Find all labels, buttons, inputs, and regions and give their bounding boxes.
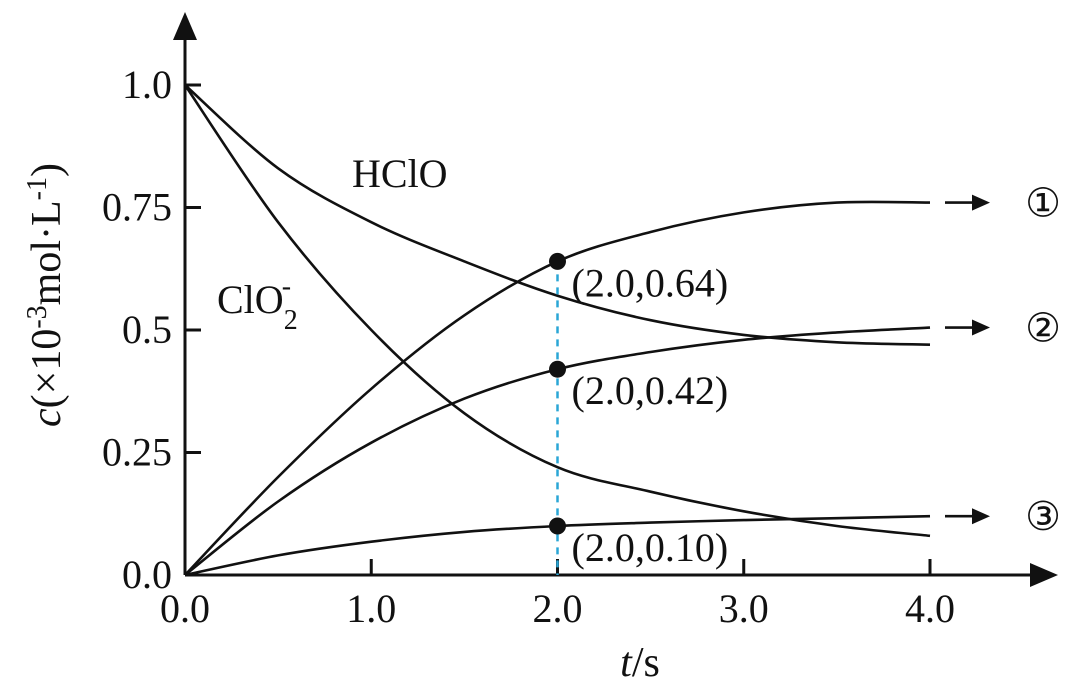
axes bbox=[173, 12, 1058, 587]
y-axis-title-exp1: -3 bbox=[22, 305, 53, 328]
marker-arrow-icon bbox=[972, 194, 990, 211]
clo2-superscript: - bbox=[282, 271, 291, 302]
series-marker-label: ③ bbox=[1025, 494, 1061, 539]
y-tick-label: 0.5 bbox=[122, 307, 172, 352]
y-axis-title-italic: c bbox=[24, 408, 70, 427]
series-line-hclo bbox=[184, 84, 931, 346]
y-axis-title-close: ) bbox=[24, 163, 70, 177]
x-tick-label: 0.0 bbox=[160, 586, 210, 631]
y-tick-label: 0.75 bbox=[102, 185, 172, 230]
x-tick-label: 1.0 bbox=[346, 586, 396, 631]
clo2-base: ClO bbox=[217, 277, 284, 322]
clo2-subscript: 2 bbox=[284, 305, 298, 336]
y-tick-label: 1.0 bbox=[122, 62, 172, 107]
series-marker-label: ② bbox=[1025, 306, 1061, 351]
data-point bbox=[549, 517, 566, 535]
y-axis-title: c(×10-3mol·L-1) bbox=[22, 163, 70, 427]
data-point-label: (2.0,0.10) bbox=[572, 525, 729, 570]
points: (2.0,0.64) (2.0,0.42) (2.0,0.10) bbox=[549, 252, 729, 570]
x-axis-title: t/s bbox=[620, 640, 660, 686]
curve-label-clo2: ClO2- bbox=[217, 271, 298, 336]
marker-arrow-icon bbox=[972, 508, 990, 525]
x-tick-label: 4.0 bbox=[905, 586, 955, 631]
y-axis-title-part1: (×10 bbox=[24, 329, 70, 409]
data-point bbox=[549, 360, 566, 378]
data-point-label: (2.0,0.42) bbox=[572, 368, 729, 413]
curve-label-hclo: HClO bbox=[352, 151, 448, 196]
series-marker-label: ① bbox=[1025, 181, 1061, 226]
y-tick-label: 0.0 bbox=[122, 552, 172, 597]
x-tick-label: 3.0 bbox=[719, 586, 769, 631]
series-line-value bbox=[184, 200, 931, 576]
x-axis-title-unit: /s bbox=[632, 640, 660, 686]
y-axis-arrow-icon bbox=[173, 12, 197, 40]
y-axis-title-exp2: -1 bbox=[22, 177, 53, 200]
y-tick-label: 0.25 bbox=[102, 430, 172, 475]
x-axis-arrow-icon bbox=[1030, 563, 1058, 587]
x-tick-label: 2.0 bbox=[533, 586, 583, 631]
markers: ① ② ③ bbox=[945, 181, 1061, 539]
data-point-label: (2.0,0.64) bbox=[572, 260, 729, 305]
ticks: 0.0 1.0 2.0 3.0 4.0 0.0 0.25 0.5 0.75 1.0 bbox=[102, 62, 955, 631]
y-axis-title-part2: mol·L bbox=[24, 200, 70, 305]
data-point bbox=[549, 252, 566, 270]
marker-arrow-icon bbox=[972, 319, 990, 336]
x-axis-title-italic: t bbox=[620, 640, 633, 686]
